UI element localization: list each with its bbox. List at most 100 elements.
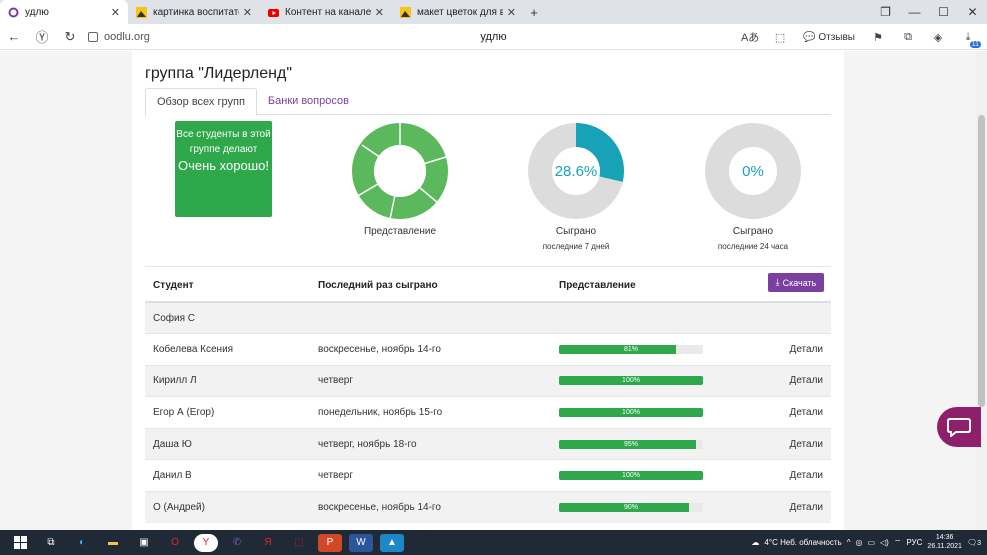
tray-chevron-icon[interactable]: ^ <box>846 538 851 547</box>
students-table: Студент Последний раз сыграно Представле… <box>145 270 831 524</box>
yandex-browser-icon[interactable]: Y <box>194 533 218 552</box>
reviews-label: Отзывы <box>818 31 855 43</box>
maximize-icon[interactable]: ☐ <box>938 5 949 19</box>
wifi-icon[interactable]: ⌔ <box>893 537 902 547</box>
photos-icon[interactable]: ▲ <box>380 533 404 552</box>
status-box: Все студенты в этой группе делают Очень … <box>175 121 272 217</box>
translate-icon[interactable]: Aあ <box>740 32 760 44</box>
store-icon[interactable]: ▣ <box>139 537 149 548</box>
details-link[interactable]: Детали <box>731 459 831 492</box>
toolbar-right: Aあ ⬚ 💬 Отзывы ⚑ ⧉ ◈ ⤓ 11 <box>737 24 981 50</box>
tab-close-icon[interactable]: ✕ <box>110 6 120 19</box>
notifications-icon[interactable]: 🗨3 <box>966 538 981 547</box>
media-app-icon[interactable]: ⬚ <box>294 537 304 548</box>
details-link[interactable]: Детали <box>731 333 831 366</box>
group-title: группа "Лидерленд" <box>145 65 293 82</box>
played-7days-sublabel: последние 7 дней <box>542 242 610 251</box>
performance-bar: 100% <box>559 471 703 481</box>
section-divider <box>145 266 831 267</box>
tab-close-icon[interactable]: ✕ <box>374 6 384 19</box>
reload-icon[interactable]: ↻ <box>64 28 76 44</box>
downloads-icon[interactable]: ⤓ 11 <box>965 30 981 48</box>
bookmark-icon[interactable]: ⚑ <box>873 31 883 44</box>
browser-tab-strip: удлю ✕ картинка воспитательн ✕ Контент н… <box>0 0 987 24</box>
task-view-icon[interactable]: ⧉ <box>47 537 55 548</box>
yandex-browser-icon <box>8 7 19 18</box>
details-link <box>731 301 831 334</box>
performance-percent: 100% <box>622 409 640 417</box>
protect-icon[interactable]: ⬚ <box>774 31 786 44</box>
browser-tab-flower[interactable]: макет цветок для вырезания ✕ <box>392 0 524 24</box>
tab-question-banks[interactable]: Банки вопросов <box>267 95 349 107</box>
minimize-icon[interactable]: — <box>908 5 921 19</box>
yandex-logo-icon[interactable]: Ⓨ <box>35 30 49 45</box>
details-link[interactable]: Детали <box>731 364 831 397</box>
browser-tab-picture[interactable]: картинка воспитательн ✕ <box>128 0 260 24</box>
viber-icon[interactable]: ✆ <box>232 537 242 548</box>
tab-close-icon[interactable]: ✕ <box>506 6 516 19</box>
language-indicator[interactable]: РУС <box>906 538 923 547</box>
windows-start-icon[interactable] <box>8 534 32 552</box>
chat-button[interactable] <box>937 407 981 447</box>
last-played: воскресенье, ноябрь 14-го <box>310 333 551 366</box>
weather-text[interactable]: 4°C Неб. облачность <box>764 538 842 547</box>
download-label: Скачать <box>782 277 817 288</box>
extension-icon[interactable]: ◈ <box>933 31 943 44</box>
performance-bar-fill <box>559 344 676 354</box>
performance-cell <box>551 301 731 334</box>
header-last-played: Последний раз сыграно <box>310 270 551 303</box>
lock-icon <box>88 31 98 42</box>
details-link[interactable]: Детали <box>731 491 831 524</box>
word-icon[interactable]: W <box>349 533 373 552</box>
performance-bar-fill <box>559 471 703 481</box>
back-arrow-icon[interactable]: ← <box>7 29 21 44</box>
yandex-icon[interactable]: Я <box>264 537 272 548</box>
image-search-icon <box>400 6 411 18</box>
performance-bar-fill <box>559 503 689 513</box>
played-7days-label: Сыграно <box>555 226 597 237</box>
powerpoint-icon[interactable]: P <box>318 533 342 552</box>
close-window-icon[interactable]: ✕ <box>967 5 978 19</box>
opera-icon[interactable]: O <box>171 537 179 548</box>
collections-icon[interactable]: ⧉ <box>904 30 912 43</box>
reviews-button[interactable]: 💬 Отзывы <box>803 31 855 43</box>
url-field[interactable]: oodlu.org <box>88 31 150 43</box>
performance-percent: 95% <box>623 440 638 448</box>
performance-cell: 100% <box>551 396 731 429</box>
tab-title: Контент на канале - YouTube <box>285 6 371 18</box>
student-name: О (Андрей) <box>145 491 310 524</box>
tab-close-icon[interactable]: ✕ <box>242 6 252 19</box>
windows-taskbar: ⧉ ◐ ▬ ▣ O Y ✆ Я ⬚ P W ▲ ☁ 4°C Неб. облач… <box>0 530 987 555</box>
page-scrollbar[interactable] <box>976 51 987 530</box>
played-24h-value: 0% <box>742 163 764 180</box>
file-explorer-icon[interactable]: ▬ <box>108 537 118 548</box>
download-icon: ⤓ <box>775 277 780 287</box>
browser-tab-udlu[interactable]: удлю ✕ <box>0 0 128 24</box>
tab-title: картинка воспитательн <box>153 6 239 18</box>
clock-date: 26.11.2021 <box>927 542 962 550</box>
image-search-icon <box>136 6 147 18</box>
clock[interactable]: 14:36 26.11.2021 <box>927 534 962 550</box>
scrollbar-thumb[interactable] <box>978 115 985 407</box>
battery-icon[interactable]: ▭ <box>867 538 876 547</box>
performance-percent: 100% <box>622 472 640 480</box>
table-header-row: Студент Последний раз сыграно Представле… <box>145 270 831 303</box>
tab-overview[interactable]: Обзор всех групп <box>145 88 257 116</box>
last-played: четверг, ноябрь 18-го <box>310 427 551 460</box>
network-icon[interactable]: ◎ <box>855 538 863 547</box>
edge-icon[interactable]: ◐ <box>78 537 86 548</box>
window-controls: ❐ — ☐ ✕ <box>871 0 987 24</box>
details-link[interactable]: Детали <box>731 427 831 460</box>
browser-tab-youtube[interactable]: Контент на канале - YouTube ✕ <box>260 0 392 24</box>
tab-manager-icon[interactable]: ❐ <box>880 5 891 19</box>
last-played <box>310 301 551 334</box>
new-tab-button[interactable]: + <box>524 0 544 24</box>
performance-cell: 81% <box>551 333 731 366</box>
status-text: Все студенты в этой группе делают <box>176 129 271 155</box>
download-button[interactable]: ⤓ Скачать <box>768 273 824 292</box>
volume-icon[interactable]: ◁) <box>880 538 889 547</box>
student-name: Кирилл Л <box>145 364 310 397</box>
details-link[interactable]: Детали <box>731 396 831 429</box>
played-7days-donut: 28.6% <box>528 123 624 219</box>
page-viewport: группа "Лидерленд" Обзор всех групп Банк… <box>0 51 976 530</box>
